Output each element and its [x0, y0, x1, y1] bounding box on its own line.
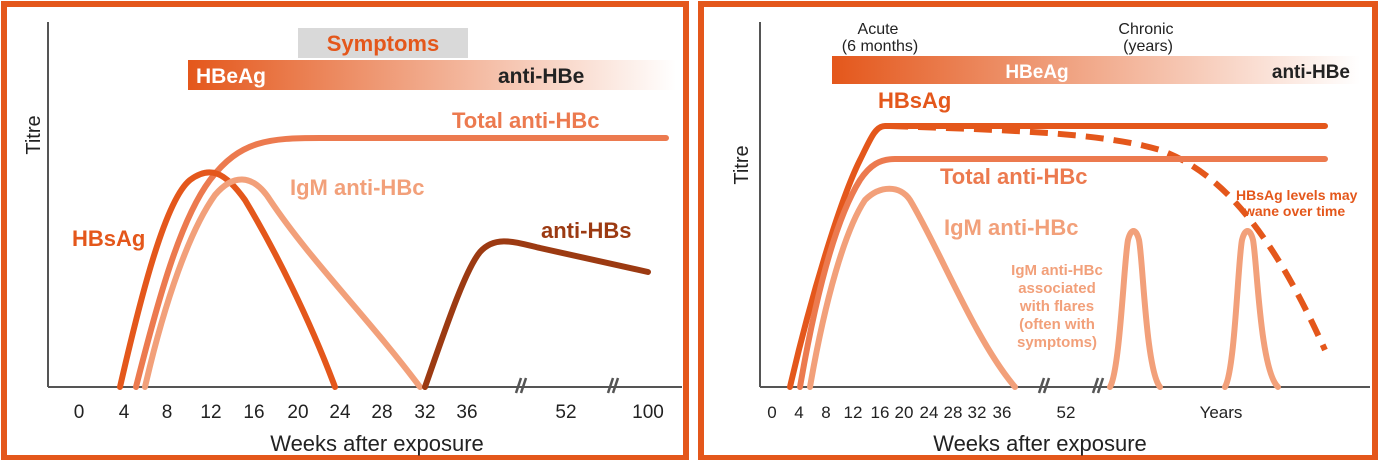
- right-flare-peak-2: [1222, 228, 1281, 390]
- left-total-anti-hbc-label: Total anti-HBc: [452, 108, 599, 133]
- left-panel-frame: [1, 1, 689, 460]
- right-tick-0: 0: [767, 403, 776, 422]
- right-tick-4: 4: [794, 403, 803, 422]
- left-bar-anti-hbe-label: anti-HBe: [498, 65, 584, 88]
- right-tick-32: 32: [968, 403, 987, 422]
- left-hbsag-line: [117, 169, 338, 390]
- right-tick-20: 20: [895, 403, 914, 422]
- right-axis-break-1: [1037, 377, 1051, 394]
- right-igm-anti-hbc-line: [807, 185, 1018, 390]
- left-tick-28: 28: [371, 402, 392, 423]
- left-axis-break-1: [514, 377, 528, 394]
- right-tick-36: 36: [993, 403, 1012, 422]
- acute-duration-label: (6 months): [842, 38, 918, 55]
- right-hbsag-line: [787, 123, 1328, 390]
- left-tick-32: 32: [414, 402, 435, 423]
- right-xlabel: Weeks after exposure: [933, 431, 1147, 456]
- left-hbsag-label: HBsAg: [72, 226, 145, 251]
- wane-annotation-line2: wane over time: [1243, 203, 1345, 219]
- left-xlabel: Weeks after exposure: [270, 431, 484, 456]
- left-tick-8: 8: [162, 402, 173, 423]
- left-anti-hbs-line: [422, 238, 651, 390]
- right-flare-peak-1: [1107, 228, 1163, 390]
- right-hbsag-wane-line: [889, 123, 1328, 352]
- left-axis-break-2: [606, 377, 620, 394]
- left-anti-hbs-label: anti-HBs: [541, 218, 631, 243]
- flare-annotation: IgM anti-HBc associated with flares (oft…: [1011, 262, 1103, 351]
- acute-label: Acute: [858, 21, 899, 38]
- right-hbsag-label: HBsAg: [878, 88, 951, 113]
- flare-annotation-line-4: (often with: [1019, 316, 1095, 333]
- wane-annotation-line1: HBsAg levels may: [1236, 187, 1358, 203]
- right-tick-years: Years: [1200, 403, 1243, 422]
- left-tick-100: 100: [632, 402, 664, 423]
- right-igm-anti-hbc-label: IgM anti-HBc: [944, 215, 1078, 240]
- left-bar-hbeag-label: HBeAg: [196, 65, 266, 88]
- right-total-anti-hbc-line: [797, 156, 1328, 390]
- left-hbeag-bar: [188, 60, 676, 90]
- right-bar-anti-hbe-label: anti-HBe: [1272, 62, 1350, 83]
- flare-annotation-line-3: with flares: [1019, 298, 1094, 315]
- right-tick-52: 52: [1057, 403, 1076, 422]
- left-tick-12: 12: [200, 402, 221, 423]
- left-igm-anti-hbc-line: [142, 176, 423, 390]
- chronic-duration-label: (years): [1123, 38, 1173, 55]
- left-tick-4: 4: [119, 402, 130, 423]
- chronic-label: Chronic: [1118, 21, 1173, 38]
- left-x-ticks: 0 4 8 12 16 20 24 28 32 36 52 100: [74, 402, 664, 423]
- right-total-anti-hbc-label: Total anti-HBc: [940, 164, 1087, 189]
- right-bar-hbeag-label: HBeAg: [1005, 62, 1068, 83]
- left-tick-20: 20: [287, 402, 308, 423]
- right-tick-28: 28: [944, 403, 963, 422]
- right-axis-break-2: [1091, 377, 1105, 394]
- flare-annotation-line-5: symptoms): [1017, 334, 1097, 351]
- right-ylabel: Titre: [731, 145, 753, 184]
- left-total-anti-hbc-line: [133, 135, 669, 390]
- left-tick-0: 0: [74, 402, 85, 423]
- flare-annotation-line-2: associated: [1018, 280, 1096, 297]
- right-tick-16: 16: [871, 403, 890, 422]
- right-panel-frame: [698, 1, 1378, 460]
- left-tick-36: 36: [456, 402, 477, 423]
- symptoms-box: [298, 28, 468, 58]
- left-tick-16: 16: [243, 402, 264, 423]
- symptoms-label: Symptoms: [327, 31, 439, 56]
- left-tick-24: 24: [329, 402, 351, 423]
- left-tick-52: 52: [555, 402, 576, 423]
- left-ylabel: Titre: [23, 115, 45, 154]
- right-panel: Titre Acute (6 months) Chronic (years) H…: [698, 1, 1378, 460]
- right-tick-12: 12: [844, 403, 863, 422]
- right-tick-8: 8: [821, 403, 830, 422]
- right-hbeag-bar: [832, 56, 1360, 84]
- flare-annotation-line-1: IgM anti-HBc: [1011, 262, 1103, 279]
- right-x-ticks: 0 4 8 12 16 20 24 28 32 36 52 Years: [767, 403, 1242, 422]
- left-panel: Titre Symptoms HBeAg anti-HBe Total anti…: [1, 1, 689, 460]
- right-tick-24: 24: [920, 403, 939, 422]
- left-igm-anti-hbc-label: IgM anti-HBc: [290, 175, 424, 200]
